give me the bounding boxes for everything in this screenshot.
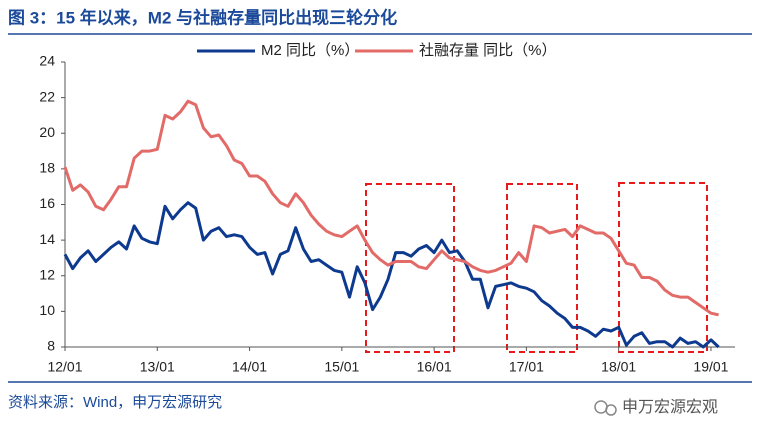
- watermark-icon: [594, 400, 617, 416]
- x-tick-label: 16/01: [417, 359, 452, 375]
- series-line: [63, 99, 719, 317]
- x-tick-label: 19/01: [693, 359, 728, 375]
- x-tick-label: 14/01: [232, 359, 267, 375]
- y-tick-label: 20: [39, 124, 55, 140]
- x-tick-label: 12/01: [47, 359, 82, 375]
- highlight-box: [506, 183, 578, 353]
- x-tick-label: 13/01: [140, 359, 175, 375]
- y-tick-label: 12: [39, 266, 55, 282]
- legend-label: 社融存量 同比（%）: [419, 42, 557, 59]
- y-tick-label: 8: [47, 338, 55, 354]
- highlight-box: [365, 183, 455, 353]
- highlight-boxes: [365, 182, 708, 353]
- y-tick-label: 16: [39, 195, 55, 211]
- y-tick-label: 14: [39, 231, 55, 247]
- source: 资料来源：Wind，申万宏源研究: [8, 394, 222, 411]
- x-tick-label: 17/01: [509, 359, 544, 375]
- watermark: 申万宏源宏观: [622, 398, 718, 416]
- series-line: [63, 201, 720, 349]
- y-tick-label: 22: [39, 88, 55, 104]
- y-tick-label: 24: [39, 53, 55, 69]
- y-tick-label: 18: [39, 160, 55, 176]
- chart-title: 图 3：15 年以来，M2 与社融存量同比出现三轮分化: [8, 7, 397, 27]
- highlight-box: [618, 182, 708, 353]
- x-tick-label: 18/01: [601, 359, 636, 375]
- x-tick-label: 15/01: [324, 359, 359, 375]
- legend-label: M2 同比（%）: [261, 42, 359, 59]
- y-tick-label: 10: [39, 302, 55, 318]
